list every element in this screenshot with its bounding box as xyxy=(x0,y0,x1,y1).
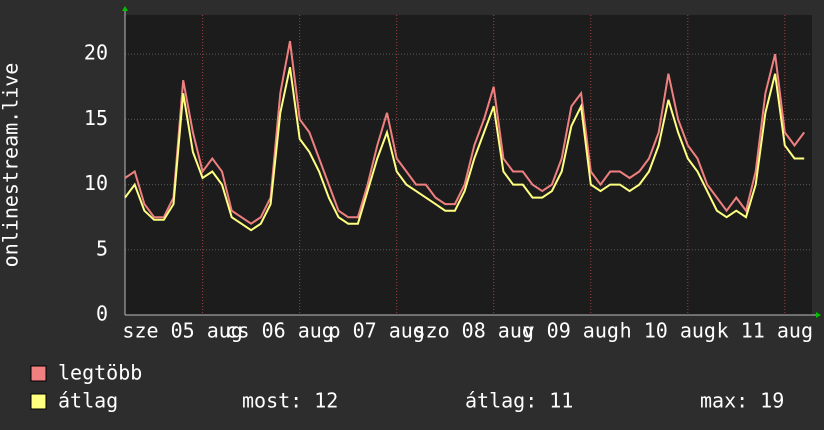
x-tick-label: sze 05 aug xyxy=(122,319,242,343)
series-line xyxy=(124,66,805,232)
stat-value: 19 xyxy=(760,389,784,413)
x-tick-label: cs 06 aug xyxy=(225,319,333,343)
axis-arrow xyxy=(122,6,128,11)
stat-label: max: xyxy=(700,389,748,413)
legend-label: legtöbb xyxy=(58,361,142,385)
y-axis-title: onlinestream.live xyxy=(0,63,23,268)
stat-label: most: xyxy=(242,389,302,413)
stat-value: 12 xyxy=(314,389,338,413)
y-tick-label: 5 xyxy=(96,236,108,260)
x-tick-label: szo 08 aug xyxy=(414,319,534,343)
legend-swatch xyxy=(30,393,47,410)
x-tick-label: v 09 aug xyxy=(523,319,619,343)
axis-arrow xyxy=(816,312,821,318)
y-tick-label: 15 xyxy=(84,106,108,130)
legend-label: átlag xyxy=(58,389,118,413)
y-tick-label: 20 xyxy=(84,41,108,65)
stat-label: átlag: xyxy=(465,389,537,413)
y-tick-label: 0 xyxy=(96,302,108,326)
series-line xyxy=(124,40,806,225)
x-tick-label: k 11 aug xyxy=(717,319,813,343)
x-tick-label: h 10 aug xyxy=(620,319,716,343)
x-tick-label: p 07 aug xyxy=(329,319,425,343)
stat-value: 11 xyxy=(549,389,573,413)
legend-swatch xyxy=(30,365,47,382)
y-tick-label: 10 xyxy=(84,171,108,195)
